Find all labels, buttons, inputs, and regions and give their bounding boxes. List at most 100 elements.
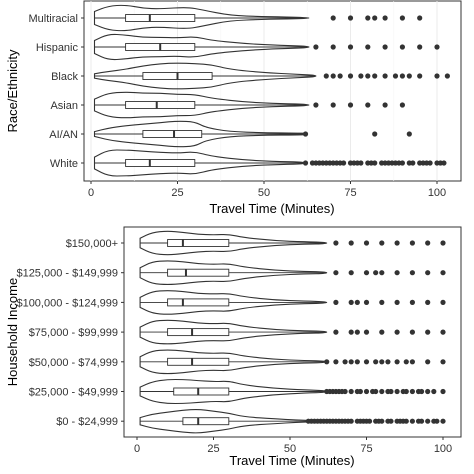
outlier-point [425,359,431,365]
outlier-point [363,359,370,365]
outlier-point [403,359,409,365]
outlier-point [330,73,336,79]
race-ethnicity-violin-chart: MultiracialHispanicBlackAsianAI/ANWhite … [5,0,462,216]
outlier-point [313,44,319,50]
x-tick-label: 25 [207,443,219,455]
outlier-point [399,15,405,21]
y-tick-label: White [50,158,78,170]
outlier-point [373,359,379,365]
outlier-point [409,299,415,305]
box-iqr [125,159,196,167]
box-iqr [167,239,230,247]
x-tick-label: 50 [258,187,270,199]
outlier-point [358,160,364,166]
outlier-point [434,44,440,50]
x-tick-label: 100 [428,187,446,199]
outlier-point [409,388,415,395]
box-iqr [125,101,196,109]
outlier-point [337,73,343,79]
x-axis-income: 0 25 50 75 100 [134,437,452,455]
outlier-point [372,131,378,137]
outlier-point [348,240,354,246]
outlier-point [392,73,399,79]
outlier-point [366,418,373,424]
outlier-point [388,418,394,424]
box-iqr [167,357,230,366]
y-tick-label: Multiracial [28,13,78,25]
outlier-point [363,299,370,305]
outlier-point [425,240,431,246]
outlier-point [394,388,400,395]
outlier-point [388,388,394,395]
x-tick-label: 0 [134,443,140,455]
outlier-point [440,329,446,335]
outlier-point [403,418,409,424]
outlier-point [444,73,450,79]
outlier-point [347,102,354,108]
violin-2 [93,62,317,90]
outlier-point [409,270,415,276]
y-tick-label: AI/AN [49,129,78,141]
outlier-point [406,73,412,79]
y-tick-label: Black [51,71,78,83]
outlier-point [347,15,354,21]
outlier-point [302,160,309,166]
outlier-point [440,359,446,365]
outlier-point [347,73,354,79]
outlier-point [394,270,400,276]
outlier-point [440,270,446,276]
outlier-point [425,299,431,305]
outlier-point [302,131,309,137]
outlier-point [382,15,388,21]
outlier-point [333,270,339,276]
outlier-point [357,388,363,395]
y-axis-title-race: Race/Ethnicity [5,49,20,133]
outlier-point [342,359,348,365]
box-iqr [167,298,230,307]
outlier-point [403,388,409,395]
y-axis-title-income: Household Income [5,278,20,386]
outlier-point [330,15,336,21]
household-income-violin-chart: $150,000+ $125,000 - $149,999 $100,000 - $… [5,226,462,468]
outlier-point [394,359,400,365]
y-tick-label: Asian [50,100,78,112]
outlier-point [394,299,400,305]
violin-0 [139,230,328,256]
outlier-point [409,359,415,365]
x-tick-label: 75 [360,443,372,455]
outlier-point [333,240,339,246]
outlier-point [379,418,385,424]
x-axis-title-income: Travel Time (Minutes) [229,453,354,468]
outlier-point [406,131,412,137]
outlier-point [363,388,370,395]
y-tick-label: $75,000 - $99,999 [29,327,118,339]
outlier-point [348,270,354,276]
box-iqr [167,268,230,277]
outlier-point [394,240,400,246]
outlier-point [409,240,415,246]
outlier-point [354,359,360,365]
x-tick-label: 100 [434,443,452,455]
outlier-point [399,160,405,166]
outlier-point [440,299,446,305]
outlier-point [382,73,388,79]
outlier-point [417,73,423,79]
outlier-point [379,240,385,246]
outlier-point [379,299,385,305]
y-tick-label: $150,000+ [66,238,118,250]
violin-2 [139,290,328,315]
outlier-point [348,418,354,424]
outlier-point [379,329,385,335]
outlier-point [348,359,354,365]
outlier-point [385,359,391,365]
outlier-point [333,329,339,335]
x-axis-race: 0 25 50 75 100 [88,181,446,199]
outlier-point [365,15,371,21]
x-tick-label: 25 [171,187,183,199]
box-iqr [182,417,230,426]
outlier-point [399,73,405,79]
outlier-point [330,44,336,50]
y-tick-label: $100,000 - $124,999 [16,297,118,309]
outlier-point [409,329,415,335]
